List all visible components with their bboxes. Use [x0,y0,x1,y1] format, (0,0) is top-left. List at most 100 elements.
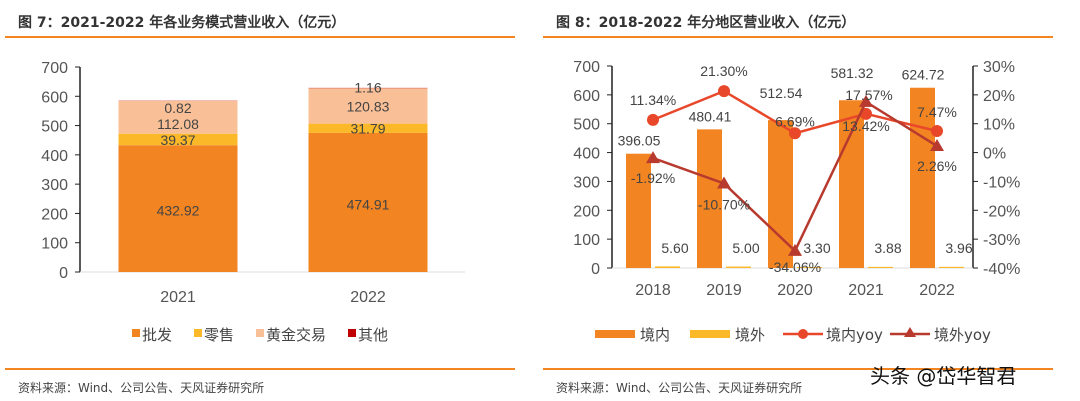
legend-label: 零售 [204,326,234,344]
x-tick-label: 2021 [160,289,196,306]
data-label-domestic: 396.05 [618,133,661,149]
legend-label: 批发 [142,326,172,344]
marker-triangle [717,176,731,189]
y2-tick-label: 10% [983,117,1015,134]
chart-title: 图 8：2018-2022 年分地区营业收入（亿元） [556,14,855,31]
data-label-domestic: 624.72 [902,67,945,83]
marker-circle [789,127,801,140]
data-label-overseas-yoy: 17.57% [845,87,892,103]
marker-circle [718,85,730,98]
marker-circle [931,125,943,138]
bar-segment-批发 [308,132,428,272]
data-label: 112.08 [157,116,199,132]
data-label-overseas: 3.96 [945,240,972,256]
data-label-overseas: 3.30 [803,240,830,256]
x-tick-label: 2019 [706,282,742,299]
chart-title: 图 7：2021-2022 年各业务模式营业收入（亿元） [18,14,345,31]
y2-tick-label: -30% [983,232,1020,249]
bar-domestic [697,129,722,268]
legend-swatch [194,329,202,337]
y2-tick-label: -20% [983,203,1020,220]
legend-swatch [348,329,356,337]
y2-tick-label: -10% [983,174,1020,191]
y-tick-label: 500 [41,119,68,136]
data-label-overseas-yoy: -34.06% [769,259,821,275]
y-tick-label: 0 [59,265,68,282]
legend-swatch [256,329,264,337]
bar-segment-零售 [118,133,238,146]
bar-segment-零售 [308,123,428,133]
bar-domestic [910,87,935,268]
bar-domestic [626,153,651,268]
bar-segment-批发 [118,145,238,272]
data-label: 1.16 [354,79,381,95]
y2-tick-label: 30% [983,59,1015,76]
source-note: 资料来源：Wind、公司公告、天风证券研究所 [556,380,802,395]
legend-label: 境内yoy [826,326,883,344]
x-tick-label: 2022 [350,289,386,306]
x-tick-label: 2021 [848,282,884,299]
x-tick-label: 2020 [777,282,813,299]
marker-triangle [646,151,660,164]
data-label-overseas-yoy: -1.92% [631,170,675,186]
bar-segment-黄金交易 [308,88,428,124]
y-tick-label: 400 [41,148,68,165]
data-label-domestic: 480.41 [689,108,732,124]
bar-overseas [868,266,893,268]
data-label: 0.82 [164,100,191,116]
y-tick-label: 400 [573,146,600,163]
y-tick-label: 600 [41,89,68,106]
data-label-domestic-yoy: 21.30% [700,63,747,79]
data-label: 474.91 [347,197,390,213]
marker-triangle [930,139,944,152]
marker-triangle [859,94,873,107]
data-label-domestic-yoy: 6.69% [775,113,815,129]
y-tick-label: 0 [591,261,600,278]
y-tick-label: 500 [573,117,600,134]
bar-overseas [726,266,751,268]
data-label-domestic-yoy: 11.34% [630,92,676,108]
source-note: 资料来源：Wind、公司公告、天风证券研究所 [18,380,264,395]
bar-segment-黄金交易 [118,100,238,134]
legend-label: 其他 [358,326,388,344]
bar-overseas [797,267,822,269]
legend-label: 境外yoy [934,326,991,344]
legend-swatch [690,330,730,338]
bar-overseas [655,266,680,268]
y-tick-label: 700 [41,60,68,77]
legend-swatch [132,329,140,337]
bar-overseas [939,266,964,268]
y-tick-label: 300 [573,174,600,191]
y-tick-label: 700 [573,59,600,76]
legend-swatch [595,330,635,338]
bar-domestic [839,100,864,269]
marker-triangle [788,243,802,256]
data-label-domestic: 581.32 [831,65,874,81]
legend-label: 境外 [735,326,765,344]
legend-marker-circle [798,329,808,339]
watermark: 头条 @岱华智君 [870,364,1016,388]
data-label-overseas: 5.00 [732,240,759,256]
data-label-overseas: 3.88 [874,240,901,256]
y-tick-label: 100 [573,232,600,249]
data-label-domestic: 512.54 [760,85,803,101]
legend-marker-triangle [904,327,916,337]
x-tick-label: 2018 [635,282,671,299]
y2-tick-label: 20% [983,88,1015,105]
data-label: 120.83 [347,99,390,115]
data-label: 31.79 [350,121,385,137]
y2-tick-label: 0% [983,146,1006,163]
data-label: 432.92 [157,203,200,219]
data-label: 39.37 [160,132,195,148]
y-tick-label: 100 [41,236,68,253]
y-tick-label: 200 [573,203,600,220]
data-label-overseas-yoy: 2.26% [917,158,957,174]
x-tick-label: 2022 [919,282,955,299]
y-tick-label: 600 [573,88,600,105]
marker-circle [647,113,659,126]
legend-label: 黄金交易 [266,326,326,344]
data-label-domestic-yoy: 7.47% [917,104,957,120]
y2-tick-label: -40% [983,261,1020,278]
legend-label: 境内 [640,326,670,344]
